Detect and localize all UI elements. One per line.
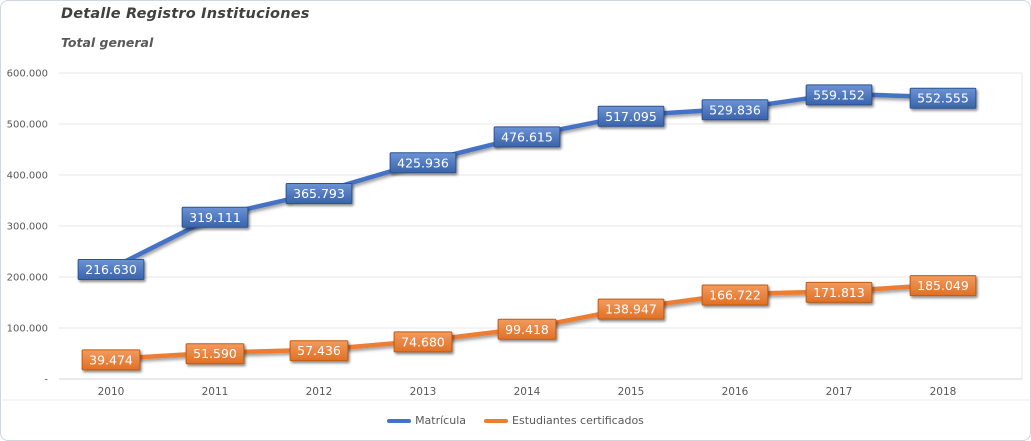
legend-label-matricula: Matrícula — [415, 414, 467, 427]
y-axis-tick-label: 300.000 — [7, 222, 48, 233]
svg-text:365.793: 365.793 — [293, 186, 345, 201]
data-label: 529.836 — [701, 99, 769, 121]
x-axis-tick-label: 2013 — [410, 386, 437, 398]
svg-text:552.555: 552.555 — [917, 91, 969, 106]
svg-text:476.615: 476.615 — [501, 129, 553, 144]
data-label: 74.680 — [393, 331, 453, 353]
legend-label-certificados: Estudiantes certificados — [512, 414, 644, 427]
y-axis-tick-label: 500.000 — [7, 120, 48, 131]
x-axis-tick-label: 2016 — [722, 386, 749, 398]
y-axis-tick-label: 400.000 — [7, 171, 48, 182]
y-axis-tick-label: 100.000 — [7, 324, 48, 335]
data-label: 99.418 — [497, 318, 557, 340]
data-label: 559.152 — [805, 84, 873, 106]
data-label: 166.722 — [701, 284, 769, 306]
data-label: 138.947 — [597, 298, 665, 320]
svg-text:425.936: 425.936 — [397, 155, 449, 170]
certificados-line-swatch-icon — [484, 418, 509, 423]
x-axis-tick-label: 2017 — [826, 386, 853, 398]
data-label: 319.111 — [181, 206, 249, 228]
x-axis-tick-label: 2014 — [514, 386, 541, 398]
svg-text:517.095: 517.095 — [605, 109, 657, 124]
chart-title: Detalle Registro Instituciones — [61, 6, 310, 22]
data-label: 425.936 — [389, 152, 457, 174]
x-axis-tick-label: 2010 — [98, 386, 125, 398]
svg-text:51.590: 51.590 — [193, 346, 237, 361]
svg-text:138.947: 138.947 — [605, 302, 657, 317]
data-label: 39.474 — [81, 349, 141, 371]
y-axis-tick-label: 200.000 — [7, 273, 48, 284]
svg-text:529.836: 529.836 — [709, 102, 761, 117]
x-axis-tick-label: 2018 — [930, 386, 957, 398]
legend-item-estudiantes-certificados[interactable]: Estudiantes certificados — [484, 414, 644, 427]
data-label: 216.630 — [77, 259, 145, 281]
svg-text:166.722: 166.722 — [709, 287, 761, 302]
x-axis-tick-label: 2012 — [306, 386, 333, 398]
legend: Matrícula Estudiantes certificados — [1, 414, 1030, 427]
chart-subtitle: Total general — [61, 35, 154, 50]
svg-text:74.680: 74.680 — [401, 334, 445, 349]
svg-text:185.049: 185.049 — [917, 278, 969, 293]
svg-text:216.630: 216.630 — [85, 262, 137, 277]
svg-text:171.813: 171.813 — [813, 285, 865, 300]
matricula-line-swatch-icon — [387, 418, 412, 423]
svg-text:559.152: 559.152 — [813, 87, 865, 102]
data-label: 171.813 — [805, 281, 873, 303]
y-axis-tick-label: - — [44, 375, 48, 386]
svg-text:99.418: 99.418 — [505, 322, 549, 337]
svg-text:319.111: 319.111 — [189, 210, 241, 225]
svg-text:57.436: 57.436 — [297, 343, 341, 358]
y-axis-tick-label: 600.000 — [7, 69, 48, 80]
data-label: 476.615 — [493, 126, 561, 148]
x-axis-tick-label: 2011 — [202, 386, 229, 398]
data-label: 57.436 — [289, 340, 349, 362]
data-label: 51.590 — [185, 343, 245, 365]
svg-text:39.474: 39.474 — [89, 352, 133, 367]
data-label: 185.049 — [909, 275, 977, 297]
legend-item-matricula[interactable]: Matrícula — [387, 414, 466, 427]
data-label: 552.555 — [909, 87, 977, 109]
data-label: 365.793 — [285, 182, 353, 204]
series-line-0 — [108, 91, 946, 271]
data-label: 517.095 — [597, 105, 665, 127]
x-axis-tick-label: 2015 — [618, 386, 645, 398]
